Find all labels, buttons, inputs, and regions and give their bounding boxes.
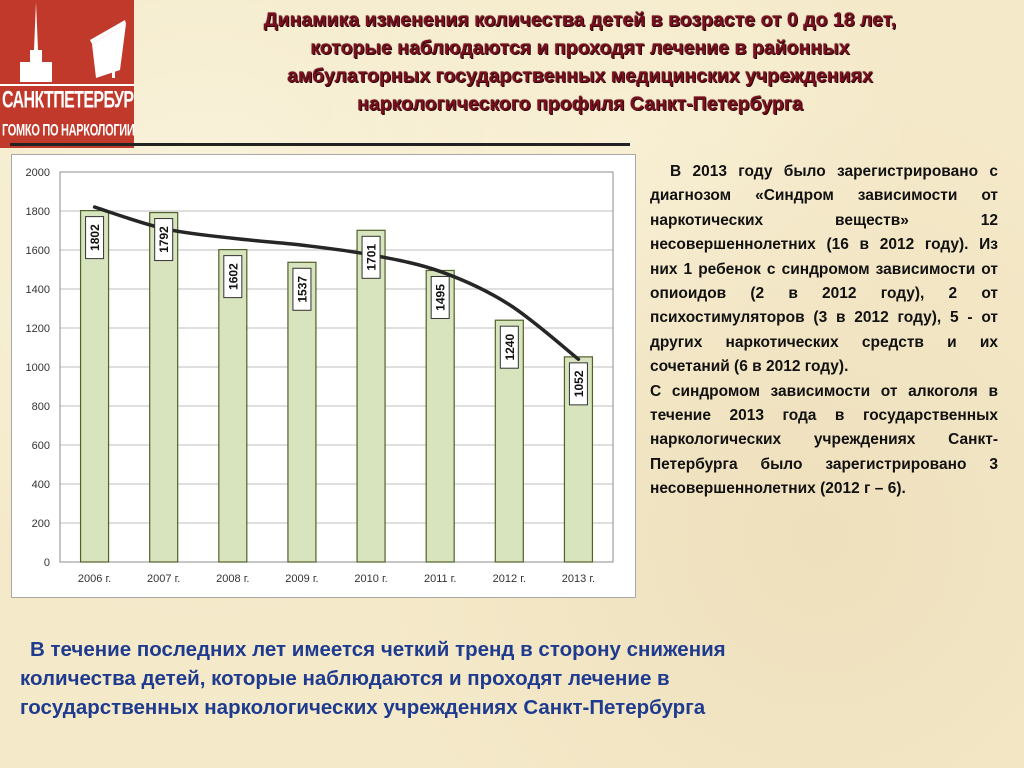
page-title: Динамика изменения количества детей в во…	[140, 6, 1020, 118]
y-tick-label: 0	[44, 557, 50, 569]
title-line-2: которые наблюдаются и проходят лечение в…	[310, 37, 850, 59]
bar	[218, 249, 248, 563]
y-tick-label: 1200	[26, 323, 50, 335]
title-divider	[10, 143, 630, 146]
bar-chart: 0 200 400 600 800 1000 1200 1400 1600 1800 2000 200…	[11, 154, 636, 598]
conclusion-line-3: государственных наркологических учрежден…	[20, 696, 706, 719]
y-tick-label: 1400	[26, 284, 50, 296]
bar	[425, 269, 455, 563]
logo-subtitle: ГОМКО ПО НАРКОЛОГИИ	[2, 122, 134, 140]
data-label: 1240	[503, 334, 517, 361]
bar	[287, 261, 317, 563]
y-tick-label: 1800	[26, 206, 50, 218]
data-label-box	[361, 235, 381, 279]
data-label-box	[499, 325, 519, 369]
x-tick-label: 2009 г.	[285, 573, 318, 585]
conclusion-line-1: В течение последних лет имеется четкий т…	[30, 638, 726, 661]
x-tick-label: 2010 г.	[354, 573, 387, 585]
bar	[149, 211, 179, 563]
y-tick-label: 200	[32, 518, 50, 530]
title-line-4: наркологического профиля Санкт-Петербург…	[357, 93, 803, 115]
y-tick-label: 2000	[26, 167, 50, 179]
x-tick-label: 2011 г.	[424, 573, 456, 585]
y-tick-label: 600	[32, 440, 50, 452]
y-tick-label: 1600	[26, 245, 50, 257]
data-label-box	[292, 267, 312, 311]
x-tick-label: 2006 г.	[78, 573, 111, 585]
logo: САНКТПЕТЕРБУРГ ГОМКО ПО НАРКОЛОГИИ	[0, 0, 134, 148]
data-label-box	[223, 255, 243, 299]
title-line-1: Динамика изменения количества детей в во…	[263, 9, 897, 31]
data-label: 1701	[365, 244, 379, 271]
x-tick-label: 2008 г.	[216, 573, 249, 585]
conclusion-text: В течение последних лет имеется четкий т…	[20, 635, 1020, 722]
y-tick-label: 1000	[26, 362, 50, 374]
data-label-box	[568, 362, 588, 406]
bar	[79, 210, 110, 563]
x-tick-label: 2007 г.	[147, 573, 180, 585]
chart-canvas: 0 200 400 600 800 1000 1200 1400 1600 1800 2000 200…	[26, 167, 614, 585]
bar	[356, 229, 386, 563]
y-tick-label: 400	[32, 479, 50, 491]
side-paragraph-1: В 2013 году было зарегистрировано с диаг…	[650, 163, 998, 376]
conclusion-line-2: количества детей, которые наблюдаются и …	[20, 667, 670, 690]
side-description: В 2013 году было зарегистрировано с диаг…	[650, 160, 998, 502]
plot-area	[59, 171, 614, 563]
spire-icon	[0, 2, 134, 86]
data-label: 1537	[295, 276, 309, 303]
data-label: 1802	[88, 224, 102, 251]
data-label-box	[85, 216, 105, 260]
data-label-box	[154, 218, 174, 262]
data-label: 1602	[226, 263, 240, 290]
data-label: 1792	[157, 226, 171, 253]
data-label: 1495	[434, 284, 448, 311]
x-tick-label: 2012 г.	[493, 573, 526, 585]
logo-title: САНКТПЕТЕРБУРГ	[2, 88, 134, 114]
data-label-box	[430, 275, 450, 319]
y-tick-label: 800	[32, 401, 50, 413]
x-tick-label: 2013 г.	[562, 573, 595, 585]
side-paragraph-2: С синдромом зависимости от алкоголя в те…	[650, 382, 998, 498]
data-label: 1052	[572, 370, 586, 397]
title-line-3: амбулаторных государственных медицинских…	[287, 65, 873, 87]
